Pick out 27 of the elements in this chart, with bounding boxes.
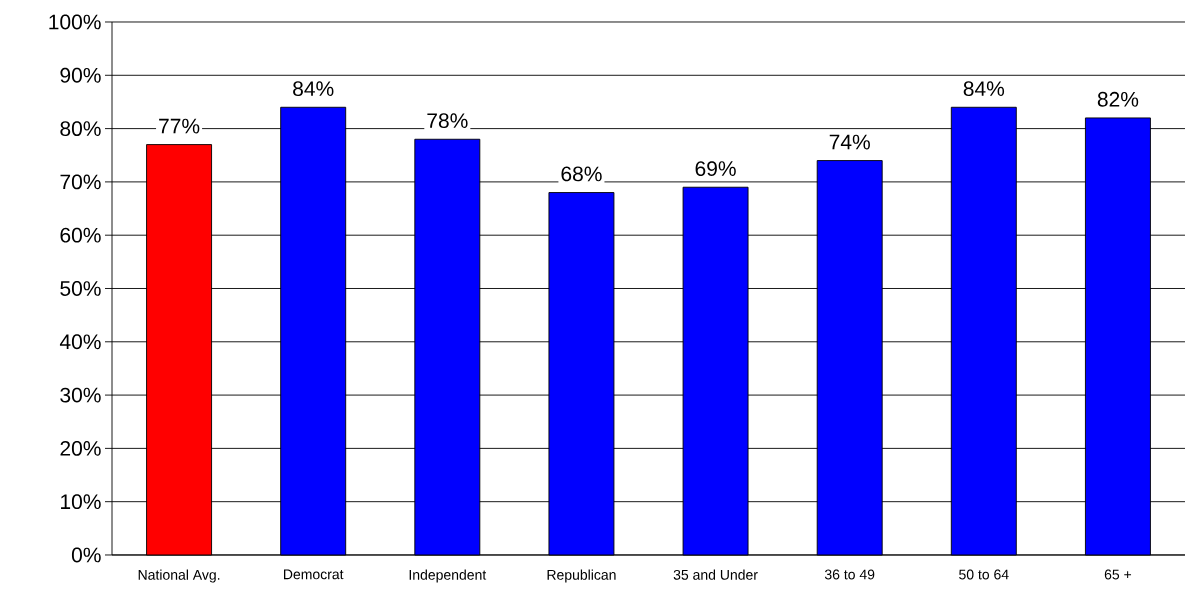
data-label: 78% (427, 113, 468, 129)
y-tick-label: 0% (71, 547, 101, 563)
y-tick-label: 50% (60, 281, 101, 296)
x-tick-label: 65 + (1104, 569, 1132, 580)
x-tick-label: Democrat (284, 569, 344, 580)
x-tick-label: Independent (409, 569, 487, 583)
x-tick-label: 35 and Under (673, 569, 758, 580)
y-tick-label: 100% (49, 14, 101, 30)
x-tick-label: National Avg. (138, 569, 220, 583)
y-tick-label: 70% (60, 174, 101, 190)
y-tick-label: 20% (60, 440, 101, 456)
data-label: 77% (159, 118, 200, 134)
y-tick-label: 90% (60, 67, 101, 83)
y-tick-label: 10% (61, 494, 101, 510)
y-tick-label: 80% (60, 121, 101, 137)
data-label: 84% (293, 81, 334, 97)
data-label: 69% (695, 161, 736, 177)
data-label: 84% (963, 81, 1005, 97)
data-label: 82% (1097, 91, 1139, 107)
x-tick-label: Republican (547, 569, 616, 583)
x-tick-label: 50 to 64 (959, 569, 1009, 580)
y-tick-label: 30% (60, 387, 101, 403)
y-tick-label: 60% (60, 227, 101, 243)
data-label: 74% (829, 134, 870, 150)
y-tick-label: 40% (59, 334, 101, 350)
x-tick-label: 36 to 49 (824, 569, 875, 580)
data-label: 68% (561, 166, 602, 182)
